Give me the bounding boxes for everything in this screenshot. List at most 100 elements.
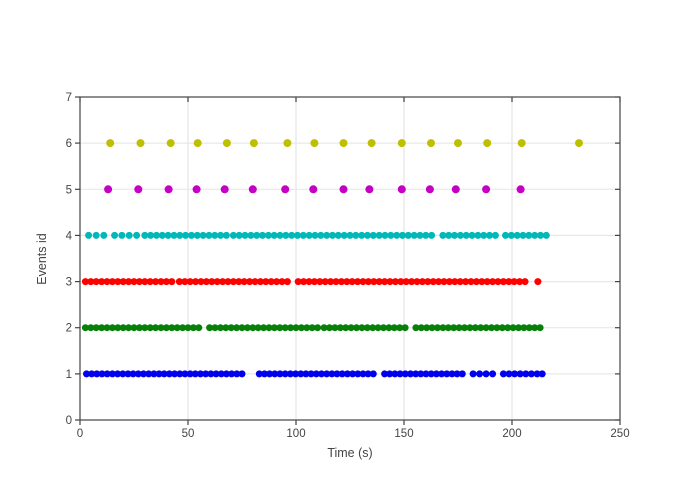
data-point — [482, 324, 490, 332]
data-point — [202, 370, 210, 378]
data-point — [381, 278, 389, 286]
data-point — [297, 370, 305, 378]
data-point — [516, 278, 524, 286]
data-point — [108, 370, 116, 378]
data-point — [527, 370, 535, 378]
data-point — [525, 324, 533, 332]
data-point — [235, 278, 243, 286]
data-point — [83, 370, 90, 378]
data-point — [243, 324, 251, 332]
data-point — [445, 278, 453, 286]
data-point — [488, 324, 495, 332]
data-point — [331, 324, 339, 332]
y-tick-label: 4 — [66, 230, 73, 242]
data-point — [141, 278, 149, 286]
data-point — [483, 139, 492, 148]
data-point — [262, 278, 270, 286]
data-point — [358, 324, 366, 332]
data-point — [521, 278, 529, 286]
data-point — [369, 370, 377, 378]
data-points — [81, 139, 583, 378]
data-point — [93, 370, 101, 378]
data-point — [424, 278, 432, 286]
y-tick-label: 7 — [66, 92, 72, 104]
data-point — [305, 231, 313, 239]
data-point — [450, 324, 458, 332]
data-point — [162, 324, 170, 332]
data-point — [125, 278, 133, 286]
data-point — [401, 370, 409, 378]
data-point — [220, 185, 229, 194]
data-point — [103, 324, 111, 332]
data-point — [119, 370, 127, 378]
data-point — [374, 324, 382, 332]
y-tick-labels: 0 1 2 3 4 5 6 7 — [66, 92, 73, 427]
data-point — [370, 278, 378, 286]
data-point — [434, 324, 441, 332]
data-point — [153, 231, 160, 239]
data-point — [498, 324, 506, 332]
y-tick-label: 6 — [66, 138, 72, 150]
data-point — [542, 231, 550, 239]
data-point — [364, 370, 372, 378]
data-point — [176, 370, 184, 378]
data-point — [282, 231, 290, 239]
data-point — [87, 278, 95, 286]
data-point — [312, 370, 320, 378]
data-point — [348, 278, 356, 286]
data-point — [98, 278, 106, 286]
data-point — [276, 231, 284, 239]
data-point — [165, 370, 173, 378]
data-point — [104, 185, 113, 194]
data-point — [219, 278, 227, 286]
data-point — [114, 370, 122, 378]
data-point — [222, 324, 230, 332]
data-point — [217, 370, 225, 378]
x-tick-label: 250 — [610, 428, 629, 440]
data-point — [114, 278, 122, 286]
data-point — [249, 139, 258, 148]
data-point — [310, 278, 318, 286]
data-point — [160, 370, 168, 378]
x-tick-label: 0 — [77, 428, 83, 440]
y-axis-title: Events id — [35, 233, 49, 284]
data-point — [222, 370, 230, 378]
data-point — [489, 370, 497, 378]
data-point — [320, 324, 328, 332]
data-point — [427, 370, 435, 378]
data-point — [502, 231, 509, 239]
data-point — [343, 278, 351, 286]
data-point — [281, 370, 289, 378]
data-point — [141, 324, 149, 332]
data-point — [408, 278, 416, 286]
data-point — [87, 324, 95, 332]
data-point — [168, 324, 176, 332]
data-point — [288, 231, 296, 239]
data-point — [255, 370, 263, 378]
data-point — [164, 185, 173, 194]
data-point — [238, 370, 246, 378]
data-point — [181, 370, 189, 378]
data-point — [186, 370, 194, 378]
data-point — [448, 370, 456, 378]
data-point — [423, 324, 431, 332]
data-point — [455, 324, 463, 332]
data-point — [181, 278, 189, 286]
data-point — [265, 324, 273, 332]
data-point — [281, 324, 289, 332]
data-point — [212, 370, 220, 378]
data-point — [323, 370, 331, 378]
data-point — [213, 278, 221, 286]
data-point — [166, 139, 175, 148]
data-point — [534, 278, 542, 286]
x-tick-label: 150 — [394, 428, 413, 440]
data-point — [157, 324, 165, 332]
data-point — [456, 231, 464, 239]
data-point — [510, 278, 518, 286]
data-point — [515, 324, 522, 332]
data-point — [283, 139, 292, 148]
data-point — [363, 324, 371, 332]
data-point — [489, 278, 497, 286]
data-point — [531, 231, 539, 239]
data-point — [451, 231, 458, 239]
